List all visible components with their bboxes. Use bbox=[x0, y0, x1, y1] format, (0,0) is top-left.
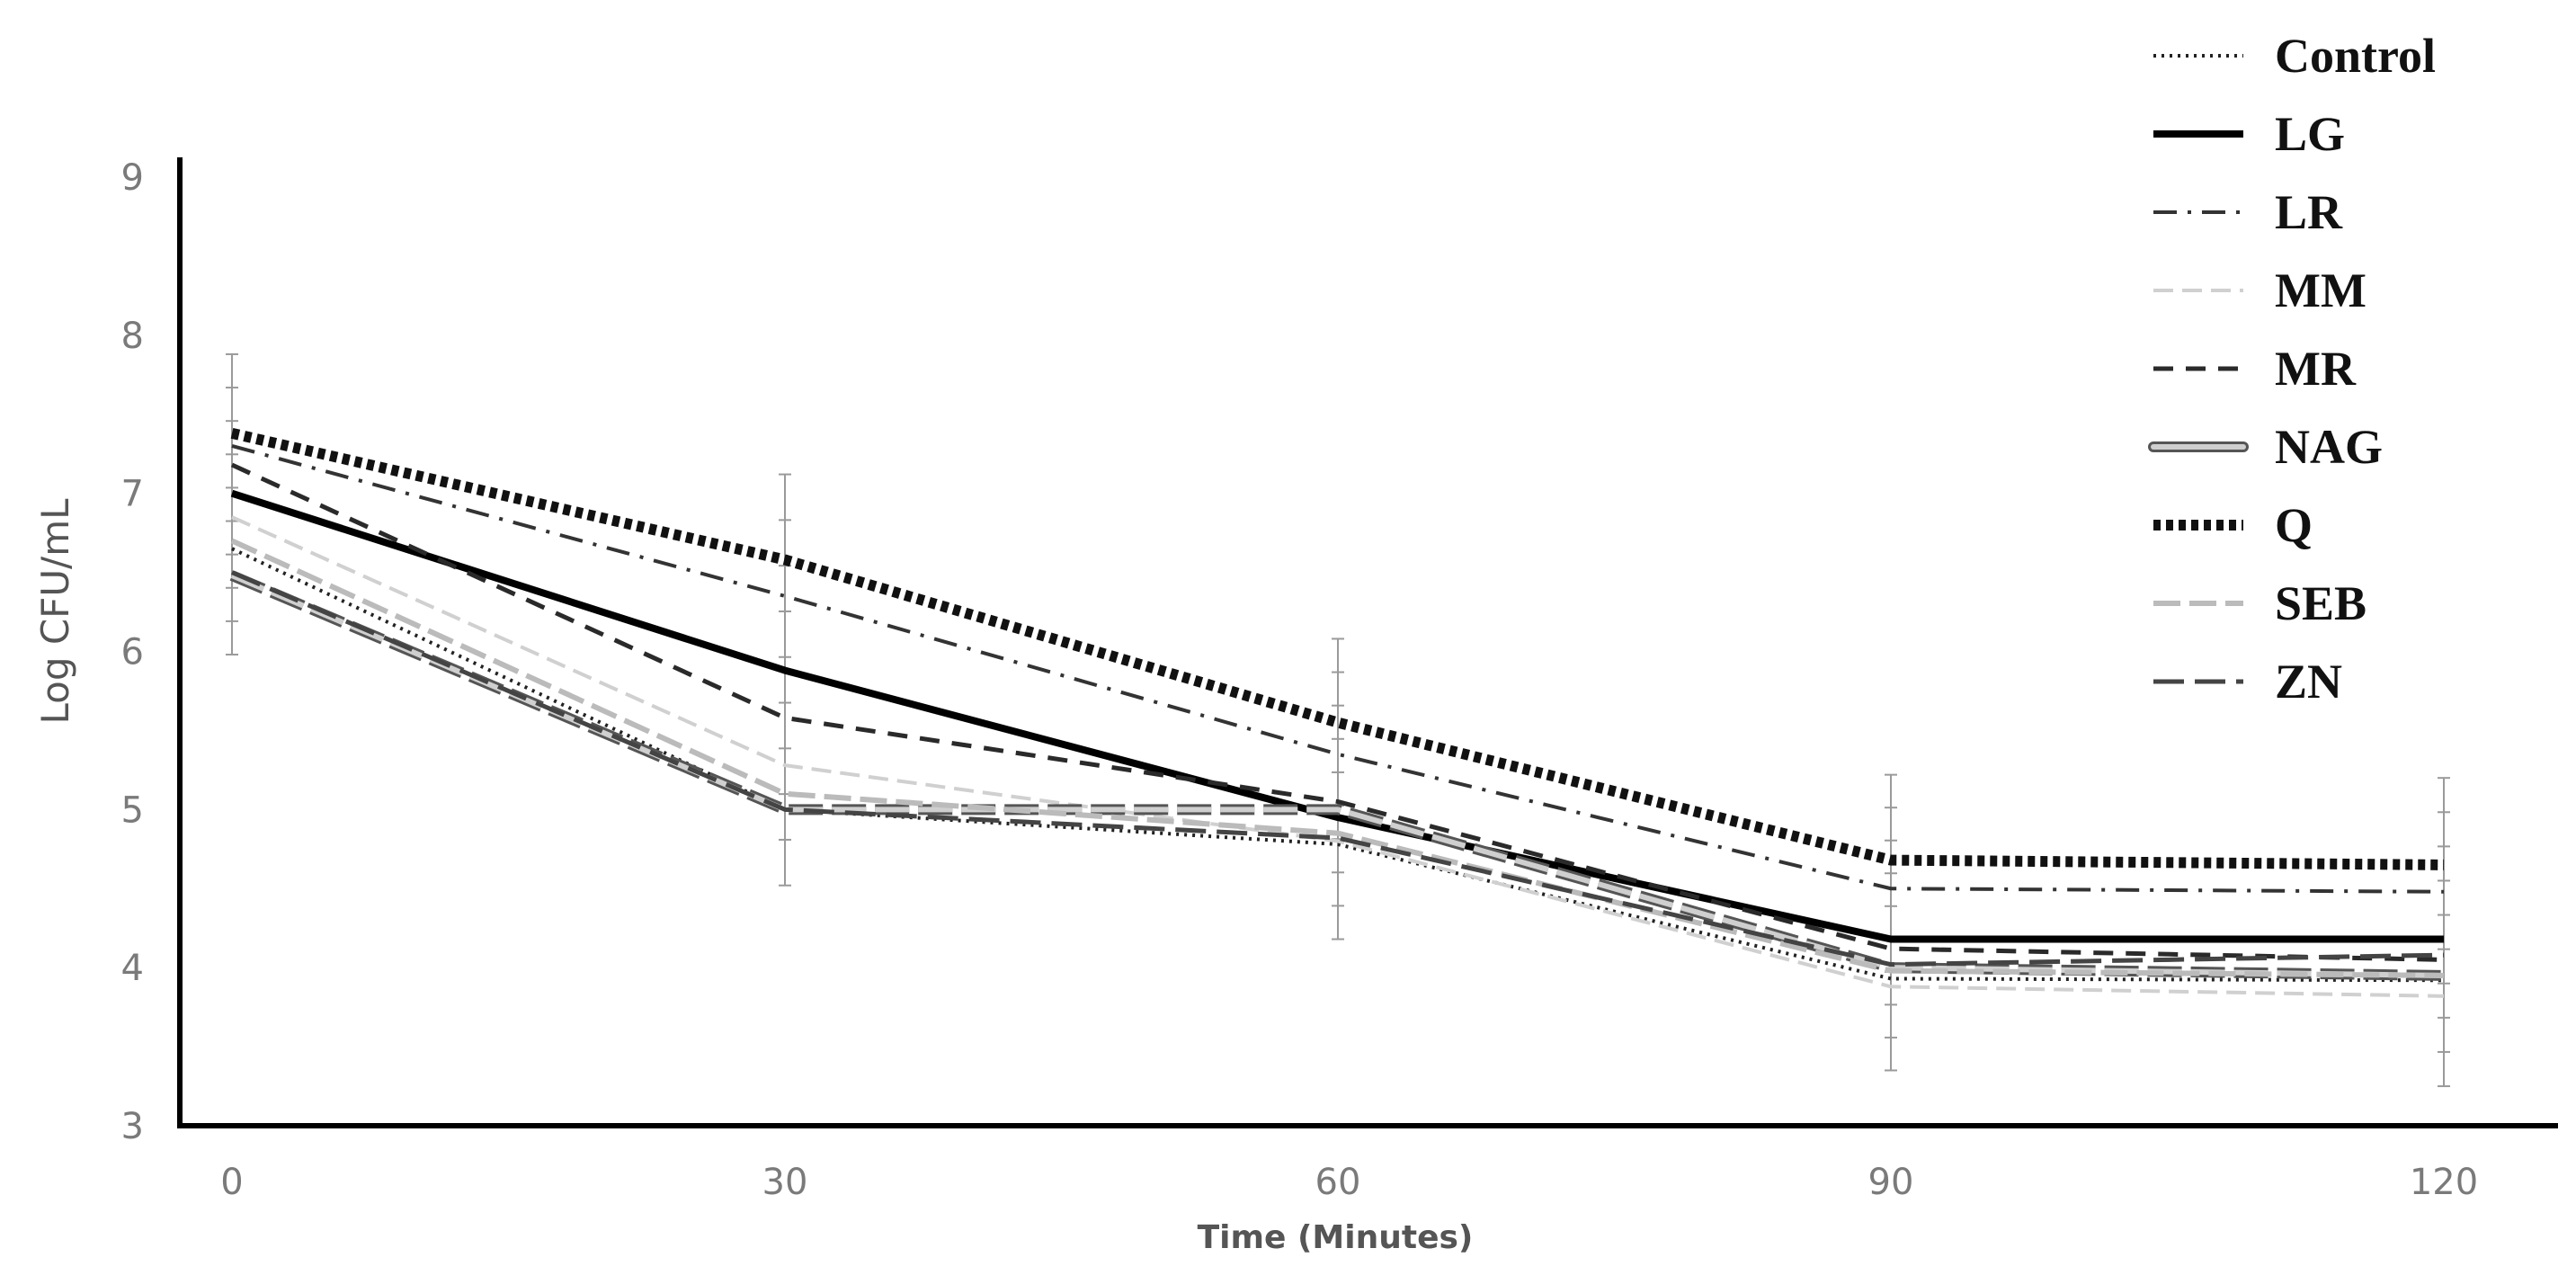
x-tick-label: 0 bbox=[220, 1162, 243, 1203]
legend-label-seb: SEB bbox=[2275, 576, 2367, 630]
x-tick-label: 60 bbox=[1315, 1162, 1361, 1203]
x-tick-label: 120 bbox=[2410, 1162, 2478, 1203]
series-line-seb bbox=[230, 538, 2445, 978]
legend: Control LG LR MM MR NAG Q SEB ZN bbox=[2148, 29, 2436, 709]
y-tick-label: 5 bbox=[121, 789, 144, 831]
y-tick-label: 3 bbox=[121, 1106, 144, 1147]
axes bbox=[177, 157, 2558, 1128]
x-axis-title: Time (Minutes) bbox=[1198, 1219, 1474, 1256]
y-tick-labels: 3 4 5 6 7 8 9 bbox=[121, 157, 144, 1147]
legend-label-q: Q bbox=[2275, 498, 2313, 552]
y-tick-label: 8 bbox=[121, 316, 144, 357]
y-axis-title: Log CFU/mL bbox=[33, 498, 77, 725]
legend-label-control: Control bbox=[2275, 29, 2436, 83]
series-line-lr bbox=[231, 443, 2445, 894]
y-tick-label: 6 bbox=[121, 632, 144, 673]
x-tick-label: 90 bbox=[1868, 1162, 1914, 1203]
legend-label-nag: NAG bbox=[2275, 420, 2383, 474]
series-line-mm bbox=[231, 515, 2445, 998]
legend-label-lg: LG bbox=[2275, 107, 2345, 161]
legend-label-zn: ZN bbox=[2275, 655, 2342, 709]
legend-label-mr: MR bbox=[2275, 342, 2357, 396]
y-tick-label: 4 bbox=[121, 948, 144, 989]
y-tick-label: 7 bbox=[121, 474, 144, 515]
error-bars bbox=[226, 352, 2450, 1088]
series-line-lg bbox=[230, 489, 2444, 943]
series-line-control bbox=[231, 547, 2445, 983]
series-lines bbox=[229, 428, 2445, 998]
x-tick-labels: 0 30 60 90 120 bbox=[220, 1162, 2478, 1203]
series-line-q bbox=[230, 428, 2445, 870]
y-tick-label: 9 bbox=[121, 157, 144, 199]
series-line-mr bbox=[230, 462, 2445, 962]
series-line-zn bbox=[231, 570, 2445, 967]
legend-label-mm: MM bbox=[2275, 263, 2367, 317]
x-tick-label: 30 bbox=[762, 1162, 808, 1203]
legend-label-lr: LR bbox=[2275, 185, 2343, 239]
